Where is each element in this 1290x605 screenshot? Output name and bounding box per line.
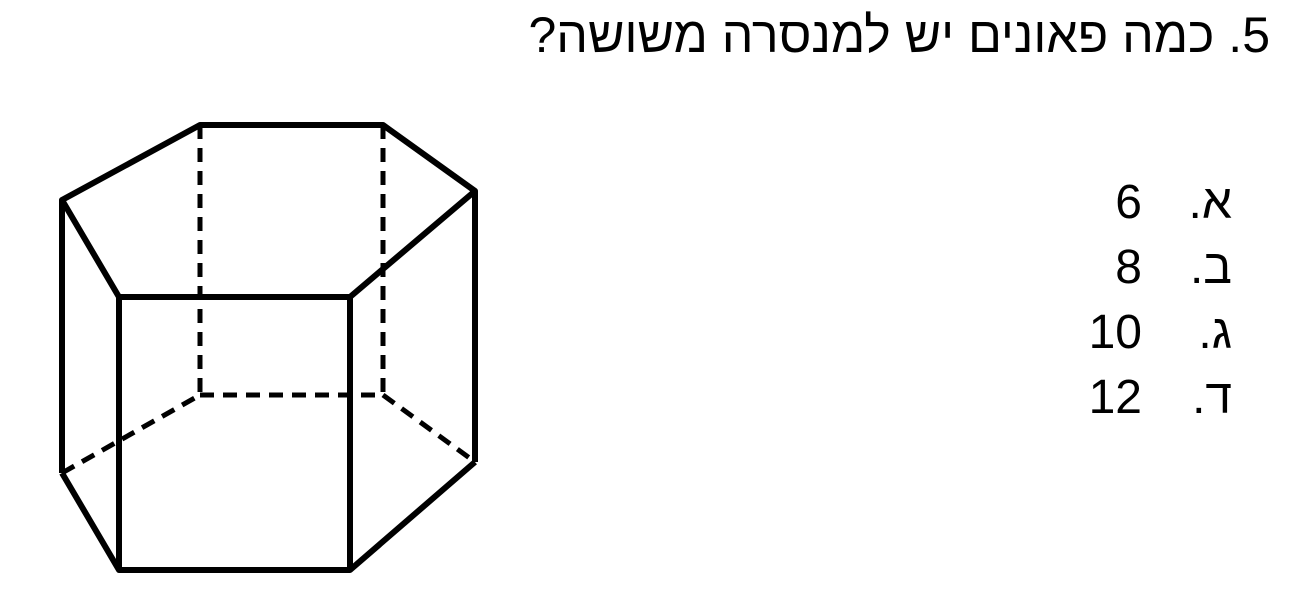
option-b-value: 8 [1115,241,1142,294]
option-c-letter: ג. [1198,306,1232,359]
question-title: 5. כמה פאונים יש למנסרה משושה? [528,7,1270,63]
option-b[interactable]: 8 ב. [1082,235,1232,300]
bottom-visible-edges [59,459,477,573]
visible-edges [59,122,478,573]
option-d-letter: ד. [1192,371,1232,424]
option-a[interactable]: 6 א. [1082,170,1232,235]
hexagonal-prism-diagram [59,122,478,573]
hidden-edges [60,125,477,476]
option-d[interactable]: 12 ד. [1082,365,1232,430]
option-d-value: 12 [1088,371,1142,424]
option-c[interactable]: 10 ג. [1082,300,1232,365]
option-a-value: 6 [1115,176,1142,229]
option-b-letter: ב. [1189,241,1232,294]
hexagonal-prism-figure [28,85,543,595]
option-a-letter: א. [1188,176,1232,229]
hidden-bottom-edge-right [381,392,477,465]
option-c-value: 10 [1088,306,1142,359]
hidden-bottom-edge-left [60,392,202,476]
answer-options: 6 א. 8 ב. 10 ג. 12 ד. [1082,170,1232,430]
top-hexagon-face [59,122,478,300]
